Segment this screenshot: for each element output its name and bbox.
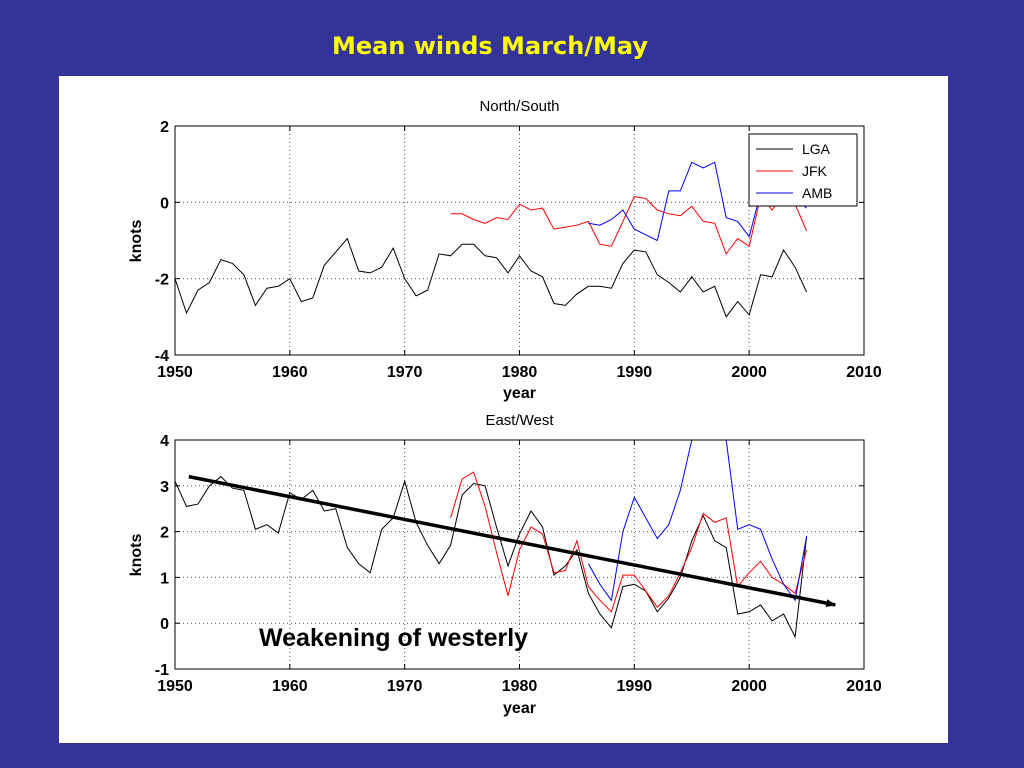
x-tick-label: 1970: [387, 678, 423, 695]
y-tick-label: -1: [155, 662, 169, 679]
x-tick-label: 2000: [731, 678, 767, 695]
y-tick-labels: -4 -2 0 2: [155, 119, 169, 365]
x-tick-label: 1960: [272, 364, 308, 381]
series-lines: [175, 161, 808, 318]
legend-label: LGA: [802, 141, 831, 157]
series-line-amb: [587, 440, 808, 602]
x-tick-label: 1950: [157, 678, 193, 695]
series-line-jfk: [450, 193, 808, 255]
y-tick-label: -4: [155, 348, 169, 365]
x-tick-label: 1950: [157, 364, 193, 381]
series-lines: [175, 440, 808, 639]
x-tick-labels: 1950 1960 1970 1980 1990 2000 2010: [157, 364, 882, 381]
y-tick-label: 2: [160, 525, 169, 542]
plot-frame: [174, 125, 865, 356]
x-tick-label: 2000: [731, 364, 767, 381]
x-axis-label: year: [503, 385, 536, 402]
y-tick-labels: -1 0 1 2 3 4: [155, 433, 169, 679]
north-south-chart: North/South 1950 1960 1970 1980 1990 2000 2010…: [128, 98, 882, 402]
y-tick-label: -2: [155, 272, 169, 289]
series-line-lga: [175, 475, 808, 639]
y-tick-label: 4: [160, 433, 169, 450]
x-axis-label: year: [503, 700, 536, 717]
series-line-jfk: [450, 471, 808, 613]
annotation-text: Weakening of westerly: [259, 624, 528, 652]
y-axis-label: knots: [128, 534, 145, 577]
x-tick-label: 1970: [387, 364, 423, 381]
series-line-lga: [175, 237, 808, 318]
y-tick-label: 1: [160, 570, 169, 587]
x-tick-label: 1980: [502, 364, 538, 381]
chart-title: North/South: [479, 98, 559, 115]
x-tick-label: 1960: [272, 678, 308, 695]
x-tick-label: 1990: [617, 678, 653, 695]
slide-title: Mean winds March/May: [331, 32, 649, 60]
y-tick-label: 0: [160, 616, 169, 633]
y-tick-label: 0: [160, 195, 169, 212]
x-tick-label: 2010: [846, 364, 882, 381]
x-tick-label: 1990: [617, 364, 653, 381]
east-west-chart: East/West 1950 1960 1970 1980 1990 2000 2010 -…: [128, 412, 882, 717]
legend-box: [748, 133, 858, 207]
chart-title: East/West: [485, 412, 554, 429]
legend-label: JFK: [802, 163, 828, 179]
trend-arrow: [188, 474, 837, 608]
y-axis-label: knots: [128, 220, 145, 263]
x-tick-labels: 1950 1960 1970 1980 1990 2000 2010: [157, 678, 882, 695]
legend: LGA JFK AMB: [748, 133, 858, 207]
figure-panel: North/South 1950 1960 1970 1980 1990 2000 2010…: [59, 76, 948, 743]
legend-label: AMB: [802, 185, 832, 201]
plot-frame: [174, 439, 865, 670]
y-tick-label: 2: [160, 119, 169, 136]
x-tick-label: 1980: [502, 678, 538, 695]
figure-svg: North/South 1950 1960 1970 1980 1990 2000 2010…: [128, 98, 882, 717]
x-tick-label: 2010: [846, 678, 882, 695]
y-tick-label: 3: [160, 479, 169, 496]
